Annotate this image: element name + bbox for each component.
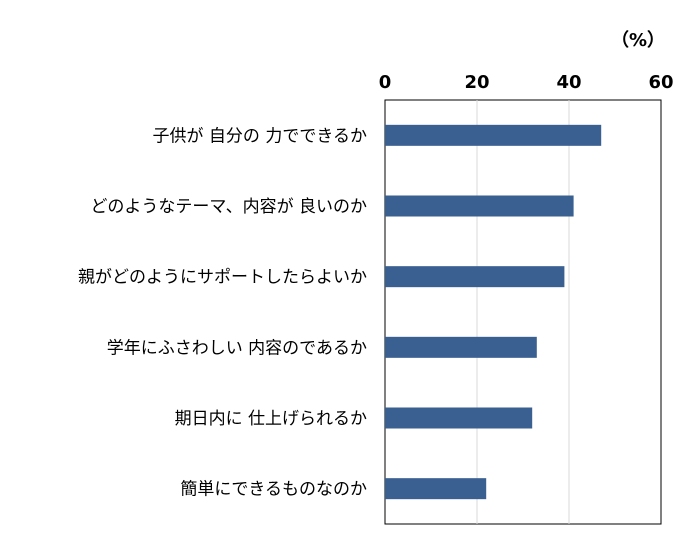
x-tick-label: 40 bbox=[556, 72, 581, 93]
category-label: どのようなテーマ、内容が 良いのか bbox=[90, 197, 367, 217]
x-tick-labels: 0 20 40 60 bbox=[379, 72, 674, 93]
x-tick-label: 0 bbox=[379, 72, 392, 93]
bar bbox=[385, 407, 533, 429]
category-label: 親がどのようにサポートしたらよいか bbox=[78, 268, 367, 288]
category-label: 学年にふさわしい 内容のであるか bbox=[107, 338, 367, 358]
x-tick-label: 20 bbox=[464, 72, 489, 93]
plot-area bbox=[384, 99, 662, 525]
x-tick-label: 60 bbox=[648, 72, 673, 93]
category-label: 子供が 自分の 力でできるか bbox=[153, 126, 367, 146]
bar bbox=[385, 336, 537, 358]
gridlines bbox=[476, 100, 570, 524]
bar bbox=[385, 124, 602, 146]
category-label: 簡単にできるものなのか bbox=[180, 480, 367, 500]
bar bbox=[385, 478, 487, 500]
bar bbox=[385, 195, 574, 217]
unit-label: （%） bbox=[611, 30, 665, 51]
bar bbox=[385, 266, 565, 288]
bars bbox=[385, 124, 602, 500]
category-label: 期日内に 仕上げられるか bbox=[175, 409, 367, 429]
